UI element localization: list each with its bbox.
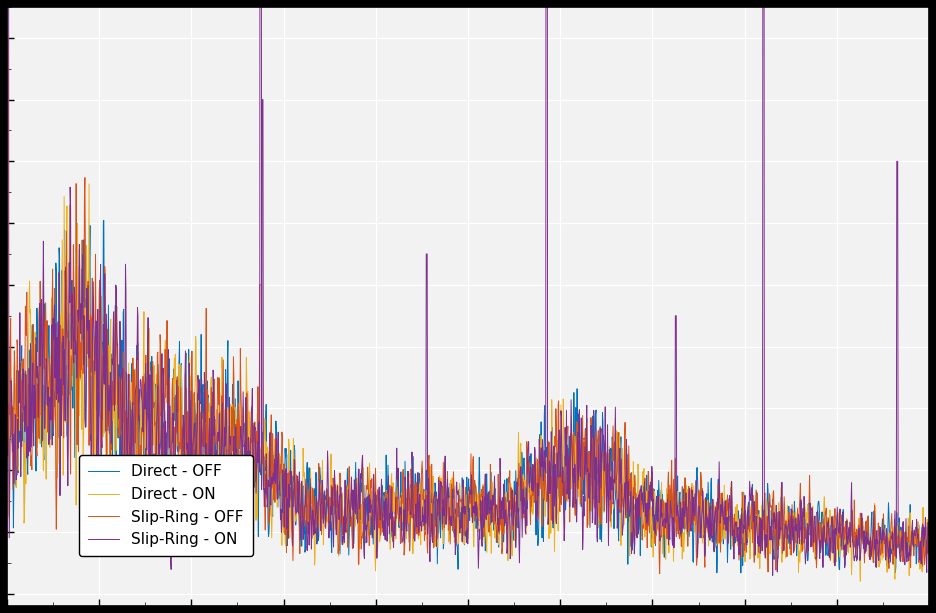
Direct - ON: [1, 463, 12, 470]
Slip-Ring - ON: [1, 416, 12, 423]
Slip-Ring - OFF: [897, 538, 908, 545]
Slip-Ring - OFF: [728, 522, 739, 530]
Direct - ON: [728, 515, 739, 522]
Slip-Ring - OFF: [80, 174, 91, 181]
Slip-Ring - ON: [49, 314, 60, 322]
Direct - ON: [898, 536, 909, 544]
Slip-Ring - OFF: [898, 546, 909, 553]
Line: Slip-Ring - OFF: Slip-Ring - OFF: [7, 178, 929, 574]
Direct - ON: [897, 519, 908, 526]
Slip-Ring - OFF: [450, 514, 461, 522]
Direct - OFF: [736, 569, 747, 577]
Direct - ON: [49, 333, 60, 340]
Slip-Ring - ON: [924, 533, 935, 540]
Direct - OFF: [49, 387, 60, 395]
Legend: Direct - OFF, Direct - ON, Slip-Ring - OFF, Slip-Ring - ON: Direct - OFF, Direct - ON, Slip-Ring - O…: [80, 455, 253, 557]
Direct - OFF: [450, 505, 461, 512]
Slip-Ring - OFF: [1, 398, 12, 405]
Slip-Ring - ON: [450, 538, 461, 545]
Direct - OFF: [426, 489, 437, 497]
Slip-Ring - ON: [728, 536, 739, 544]
Direct - ON: [450, 511, 461, 518]
Slip-Ring - OFF: [426, 461, 437, 468]
Direct - ON: [2, 34, 13, 42]
Slip-Ring - OFF: [49, 412, 60, 419]
Line: Direct - ON: Direct - ON: [7, 38, 929, 581]
Direct - ON: [855, 577, 866, 585]
Line: Slip-Ring - ON: Slip-Ring - ON: [7, 0, 929, 576]
Slip-Ring - ON: [768, 572, 779, 579]
Line: Direct - OFF: Direct - OFF: [7, 221, 929, 573]
Direct - OFF: [1, 387, 12, 394]
Direct - OFF: [898, 539, 909, 546]
Direct - ON: [924, 552, 935, 560]
Slip-Ring - OFF: [654, 570, 665, 577]
Slip-Ring - ON: [898, 518, 909, 525]
Slip-Ring - ON: [426, 522, 437, 530]
Direct - OFF: [728, 515, 739, 522]
Direct - OFF: [897, 539, 908, 546]
Slip-Ring - ON: [897, 520, 908, 527]
Direct - OFF: [924, 549, 935, 556]
Slip-Ring - OFF: [924, 535, 935, 542]
Direct - ON: [426, 500, 437, 507]
Direct - OFF: [98, 217, 110, 224]
